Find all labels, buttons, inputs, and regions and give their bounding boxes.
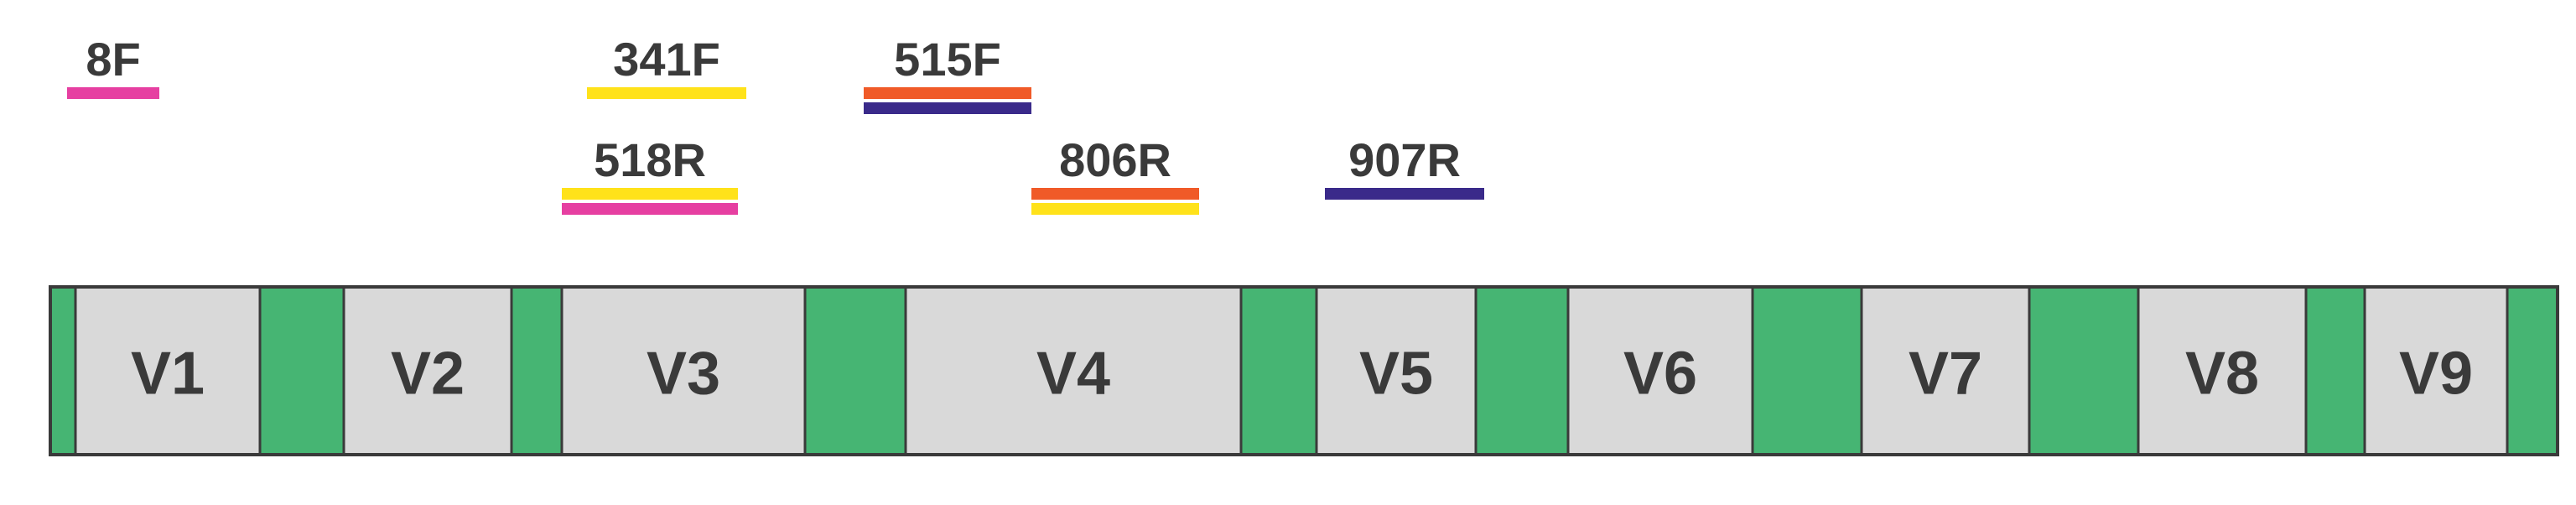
primer-line: [1325, 188, 1484, 200]
primer-line: [562, 188, 738, 200]
variable-region-label: V7: [1909, 341, 1982, 408]
primer-label: 515F: [894, 33, 1001, 86]
variable-region-label: V3: [647, 341, 720, 408]
primer: 515F: [864, 33, 1031, 114]
primer-label: 806R: [1059, 133, 1171, 186]
primer: 806R: [1031, 133, 1199, 215]
primer-line: [1031, 188, 1199, 200]
primer-line: [864, 102, 1031, 114]
primer-line: [562, 203, 738, 215]
primer: 907R: [1325, 133, 1484, 200]
primer-label: 341F: [613, 33, 720, 86]
primer-line: [864, 87, 1031, 99]
primer-line: [67, 87, 159, 99]
variable-region-label: V6: [1623, 341, 1697, 408]
primer-label: 8F: [86, 33, 140, 86]
primer-label: 907R: [1348, 133, 1461, 186]
primer: 8F: [67, 33, 159, 99]
variable-region-label: V2: [391, 341, 465, 408]
variable-region-label: V5: [1359, 341, 1433, 408]
primer-line: [1031, 203, 1199, 215]
primer-label: 518R: [594, 133, 706, 186]
primer: 341F: [587, 33, 746, 99]
variable-region-label: V9: [2399, 341, 2473, 408]
gene-track: V1 V2 V3 V4 V5 V6 V7 V8 V9: [50, 287, 2558, 455]
variable-region-label: V8: [2185, 341, 2259, 408]
variable-region-label: V1: [131, 341, 205, 408]
primer: 518R: [562, 133, 738, 215]
primer-annotations: 8F 341F 518R 515F 806R 907R: [67, 33, 1484, 215]
primer-line: [587, 87, 746, 99]
variable-region-label: V4: [1036, 341, 1110, 408]
